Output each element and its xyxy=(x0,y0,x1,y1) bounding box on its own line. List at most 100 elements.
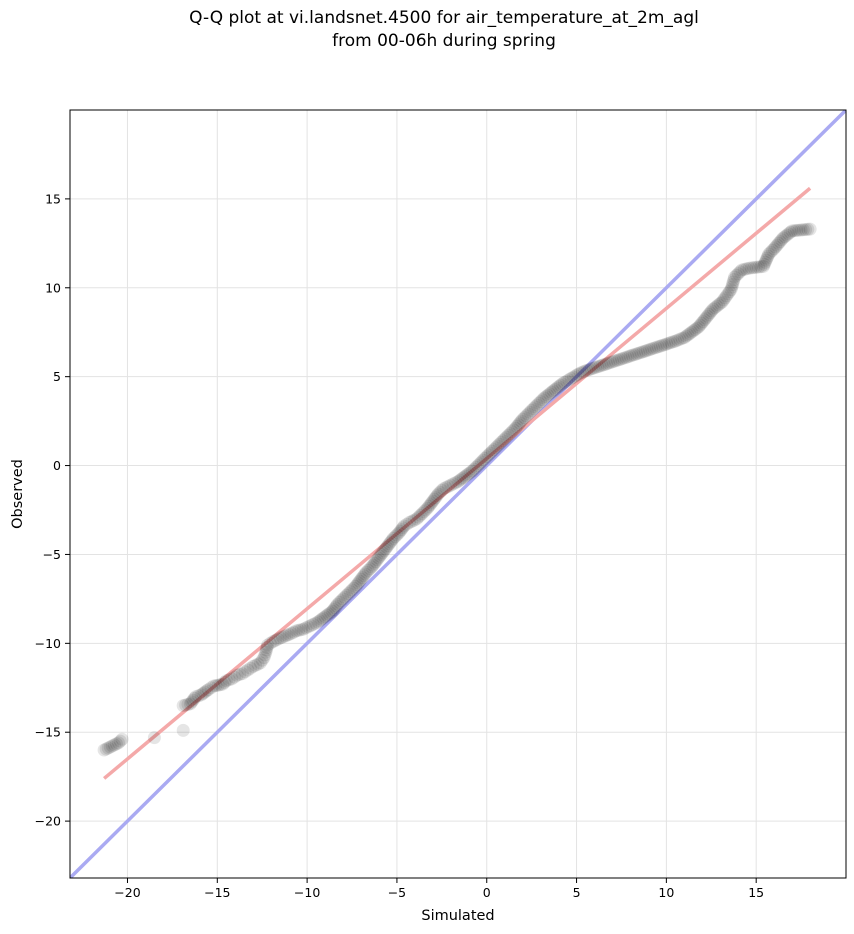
data-point xyxy=(258,648,272,662)
data-point xyxy=(473,457,487,471)
data-point xyxy=(469,460,483,474)
data-point xyxy=(688,323,702,337)
data-point xyxy=(318,610,332,624)
data-point xyxy=(196,687,210,701)
data-point xyxy=(541,388,555,402)
data-point xyxy=(198,685,212,699)
data-point xyxy=(535,393,549,407)
data-point xyxy=(708,301,722,315)
data-point xyxy=(673,332,687,346)
data-point xyxy=(532,396,546,410)
y-tick-label: 0 xyxy=(53,458,61,473)
data-point xyxy=(230,668,244,682)
data-point xyxy=(176,699,190,713)
data-point xyxy=(595,358,609,372)
data-point xyxy=(494,435,508,449)
data-point xyxy=(429,491,442,505)
data-point xyxy=(271,632,285,646)
data-point xyxy=(238,665,252,679)
data-point xyxy=(627,348,641,362)
data-point xyxy=(729,268,743,282)
data-point xyxy=(685,325,698,339)
data-point xyxy=(485,444,499,458)
data-point xyxy=(586,361,600,375)
data-point xyxy=(721,287,735,301)
data-point xyxy=(608,354,622,368)
data-point xyxy=(528,400,542,414)
data-point xyxy=(571,367,585,381)
data-point xyxy=(702,307,716,321)
data-point xyxy=(725,280,739,294)
x-tick-label: −20 xyxy=(114,885,140,900)
data-point xyxy=(569,369,583,383)
data-point xyxy=(602,356,615,370)
data-point xyxy=(397,519,411,533)
data-point xyxy=(651,340,665,354)
data-point xyxy=(645,342,659,356)
data-point xyxy=(385,533,399,547)
data-point xyxy=(336,592,350,606)
data-point xyxy=(562,373,576,387)
data-point xyxy=(349,579,363,593)
data-point xyxy=(368,556,381,570)
points xyxy=(97,222,817,757)
data-point xyxy=(338,590,352,604)
data-point xyxy=(523,405,537,419)
data-point xyxy=(464,465,478,479)
data-point xyxy=(703,306,717,320)
data-point xyxy=(183,697,197,711)
data-point xyxy=(396,521,410,535)
data-point xyxy=(625,348,639,362)
data-point xyxy=(421,501,434,515)
data-point xyxy=(683,327,697,341)
data-point xyxy=(227,670,241,684)
data-point xyxy=(331,597,345,611)
data-point xyxy=(435,483,449,497)
data-point xyxy=(194,688,208,702)
data-point xyxy=(433,485,447,499)
data-point xyxy=(634,346,648,359)
data-point xyxy=(222,673,236,687)
y-tick-label: 10 xyxy=(45,280,61,295)
data-point xyxy=(316,611,330,625)
data-point xyxy=(410,512,424,526)
data-point xyxy=(235,667,249,681)
data-point xyxy=(726,278,739,292)
data-point xyxy=(101,741,115,755)
data-point xyxy=(582,363,596,377)
data-point xyxy=(679,329,693,343)
data-point xyxy=(799,223,813,237)
data-point xyxy=(518,411,531,425)
data-point xyxy=(511,418,525,432)
data-point xyxy=(480,450,494,464)
data-point xyxy=(251,657,265,671)
data-point xyxy=(471,459,485,473)
data-point xyxy=(225,672,239,686)
data-point xyxy=(492,437,506,451)
data-point xyxy=(449,476,463,490)
data-point xyxy=(564,371,578,385)
data-point xyxy=(534,395,548,409)
data-point xyxy=(351,576,365,590)
data-point xyxy=(355,571,369,585)
data-point xyxy=(606,355,620,369)
data-point xyxy=(580,363,594,377)
data-point xyxy=(578,364,592,378)
data-point xyxy=(407,513,421,527)
data-point xyxy=(543,387,557,401)
data-point xyxy=(294,623,308,637)
data-point xyxy=(309,616,322,630)
data-point xyxy=(378,542,392,556)
data-point xyxy=(787,224,801,238)
data-point xyxy=(619,351,633,364)
data-point xyxy=(478,451,492,465)
data-point xyxy=(589,360,603,374)
data-point xyxy=(311,615,325,629)
data-point xyxy=(539,390,553,404)
data-point xyxy=(649,341,663,354)
data-point xyxy=(612,353,626,367)
data-point xyxy=(724,283,738,297)
data-point xyxy=(778,230,792,244)
data-point xyxy=(775,233,789,247)
